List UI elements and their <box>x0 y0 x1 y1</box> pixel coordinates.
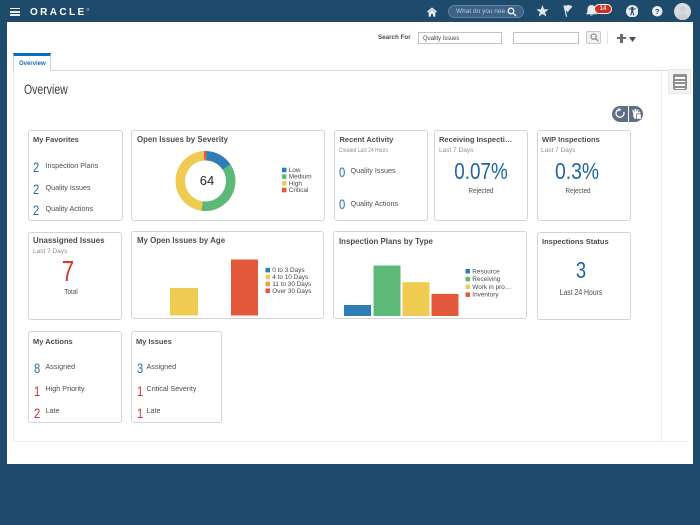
svg-text:Receiving: Receiving <box>472 276 501 283</box>
svg-text:High: High <box>289 180 303 187</box>
svg-text:4 to 10 Days: 4 to 10 Days <box>272 274 308 281</box>
svg-text:Over 30 Days: Over 30 Days <box>272 288 311 295</box>
svg-text:Medium: Medium <box>289 174 312 181</box>
svg-text:Work in pro…: Work in pro… <box>472 284 511 291</box>
svg-text:Resource: Resource <box>472 268 500 275</box>
svg-text:11 to 30 Days: 11 to 30 Days <box>272 281 311 288</box>
svg-text:Inventory: Inventory <box>472 292 499 299</box>
svg-text:64: 64 <box>200 173 214 188</box>
svg-text:0 to 3 Days: 0 to 3 Days <box>272 267 304 274</box>
svg-text:Critical: Critical <box>289 187 309 194</box>
svg-text:Low: Low <box>289 167 301 174</box>
svg-text:?: ? <box>655 7 660 16</box>
